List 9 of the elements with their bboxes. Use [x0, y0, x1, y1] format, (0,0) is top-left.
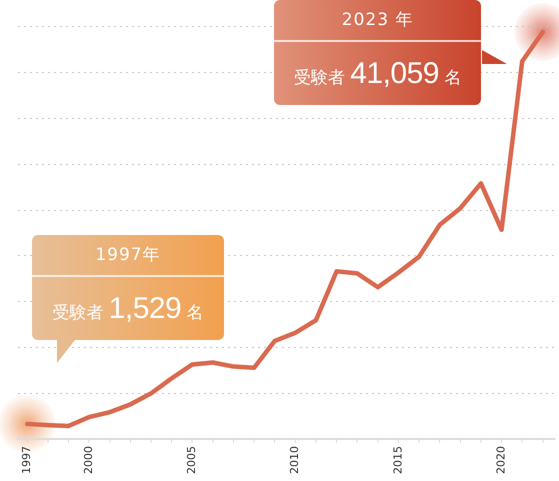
x-tick-label: 2005 [185, 446, 198, 474]
annotation: 1997年 [95, 244, 161, 265]
x-tick-label: 2020 [494, 446, 508, 474]
x-tick-label: 2010 [288, 446, 302, 474]
x-tick-label: 2000 [82, 446, 95, 474]
annotation: 受験者 41,059 名 [294, 57, 462, 90]
x-tick-label: 2015 [391, 446, 404, 474]
annotation: 受験者 1,529 名 [52, 292, 204, 325]
x-tick-label: 1997 [20, 446, 34, 474]
